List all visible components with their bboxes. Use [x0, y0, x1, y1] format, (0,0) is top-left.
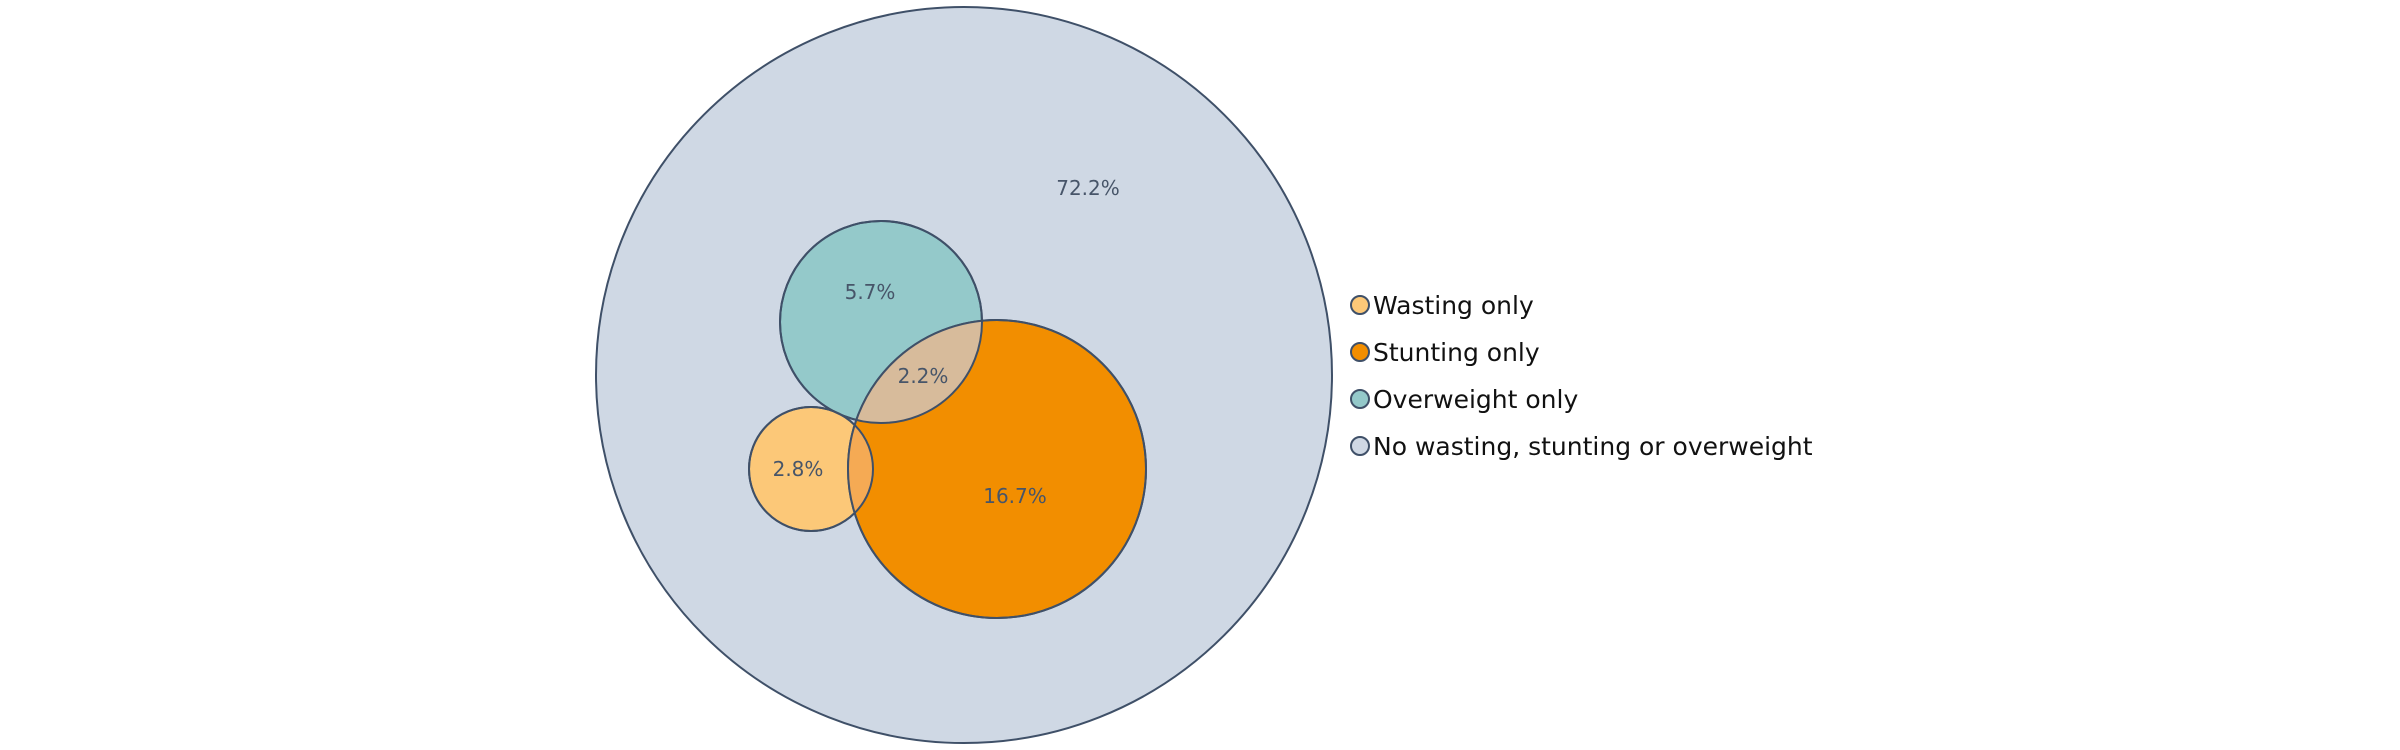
legend-marker-stunting — [1350, 342, 1370, 362]
legend: Wasting only Stunting only Overweight on… — [1350, 291, 1813, 461]
legend-item-overweight: Overweight only — [1350, 385, 1578, 414]
label-overweight: 5.7% — [845, 280, 896, 304]
legend-item-wasting: Wasting only — [1350, 291, 1534, 320]
label-stunting: 16.7% — [983, 484, 1047, 508]
legend-item-stunting: Stunting only — [1350, 338, 1540, 367]
label-overweight-stunting: 2.2% — [898, 364, 949, 388]
label-wasting: 2.8% — [773, 457, 824, 481]
outline-wasting — [748, 406, 874, 532]
legend-label-wasting: Wasting only — [1373, 291, 1534, 320]
overlap-overweight-stunting — [848, 320, 982, 423]
legend-marker-overweight — [1350, 389, 1370, 409]
outline-overweight — [779, 220, 983, 424]
label-none: 72.2% — [1056, 176, 1120, 200]
legend-label-overweight: Overweight only — [1373, 385, 1578, 414]
legend-marker-wasting — [1350, 295, 1370, 315]
outlines — [748, 220, 1147, 619]
legend-item-none: No wasting, stunting or overweight — [1350, 432, 1813, 461]
legend-marker-none — [1350, 436, 1370, 456]
legend-label-none: No wasting, stunting or overweight — [1373, 432, 1813, 461]
outline-stunting — [847, 319, 1147, 619]
legend-label-stunting: Stunting only — [1373, 338, 1540, 367]
